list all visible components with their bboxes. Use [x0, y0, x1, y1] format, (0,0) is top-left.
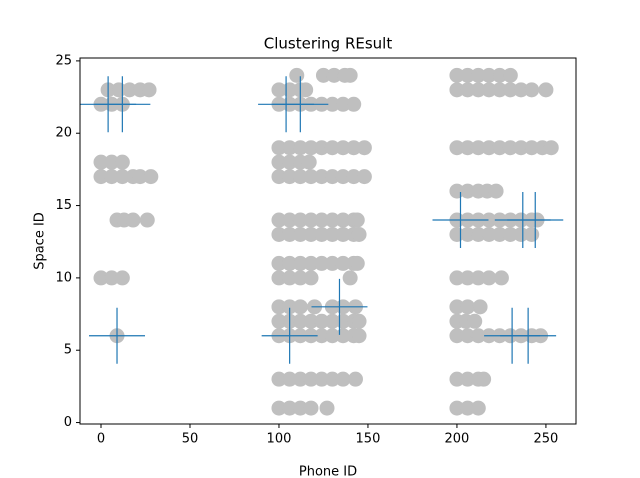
data-point [342, 67, 358, 83]
data-point [303, 400, 319, 416]
data-point [347, 371, 363, 387]
data-point [538, 82, 554, 98]
data-point [143, 169, 159, 185]
plot-area [80, 67, 564, 416]
data-point [114, 270, 130, 286]
data-point [141, 82, 157, 98]
y-tick-label: 15 [55, 198, 72, 213]
data-point [298, 82, 314, 98]
centroid-marker [507, 192, 564, 249]
data-point [543, 140, 559, 156]
data-point [470, 400, 486, 416]
y-tick-label: 5 [64, 343, 72, 358]
data-point [335, 371, 351, 387]
data-point [488, 183, 504, 199]
data-point [481, 270, 497, 286]
x-tick-label: 0 [97, 432, 105, 447]
data-point [460, 299, 476, 315]
data-point [319, 400, 335, 416]
data-point [342, 270, 358, 286]
data-point [493, 270, 509, 286]
data-point [346, 96, 362, 112]
data-point [476, 371, 492, 387]
centroid-marker [432, 192, 489, 249]
x-tick-label: 150 [356, 432, 381, 447]
centroid-marker [261, 307, 318, 364]
x-tick-label: 200 [445, 432, 470, 447]
data-point [502, 67, 518, 83]
y-axis-label: Space ID [33, 212, 48, 270]
y-tick-label: 0 [64, 415, 72, 430]
axes-frame [79, 57, 577, 425]
data-point [349, 255, 365, 271]
data-point [289, 67, 305, 83]
data-point [467, 313, 483, 329]
x-tick-label: 50 [182, 432, 199, 447]
data-point [356, 140, 372, 156]
centroid-marker [89, 307, 146, 364]
data-point [356, 169, 372, 185]
centroid-marker [311, 278, 368, 335]
data-point [114, 154, 130, 170]
x-tick-label: 250 [534, 432, 559, 447]
chart-title: Clustering REsult [264, 35, 393, 53]
centroid-marker [272, 76, 329, 133]
data-point [351, 313, 367, 329]
y-tick-label: 25 [55, 53, 72, 68]
data-point [351, 226, 367, 242]
data-point [349, 212, 365, 228]
data-point [303, 270, 319, 286]
data-point [139, 212, 155, 228]
centroid-marker [94, 76, 151, 133]
y-tick-label: 10 [55, 270, 72, 285]
centroid-marker [500, 307, 557, 364]
y-tick-label: 20 [55, 126, 72, 141]
x-axis-label: Phone ID [299, 465, 357, 478]
data-point [524, 226, 540, 242]
data-point [292, 299, 308, 315]
x-tick-label: 100 [267, 432, 292, 447]
data-point [472, 299, 488, 315]
data-point [301, 154, 317, 170]
data-point [524, 82, 540, 98]
data-point [351, 328, 367, 344]
data-point [125, 212, 141, 228]
